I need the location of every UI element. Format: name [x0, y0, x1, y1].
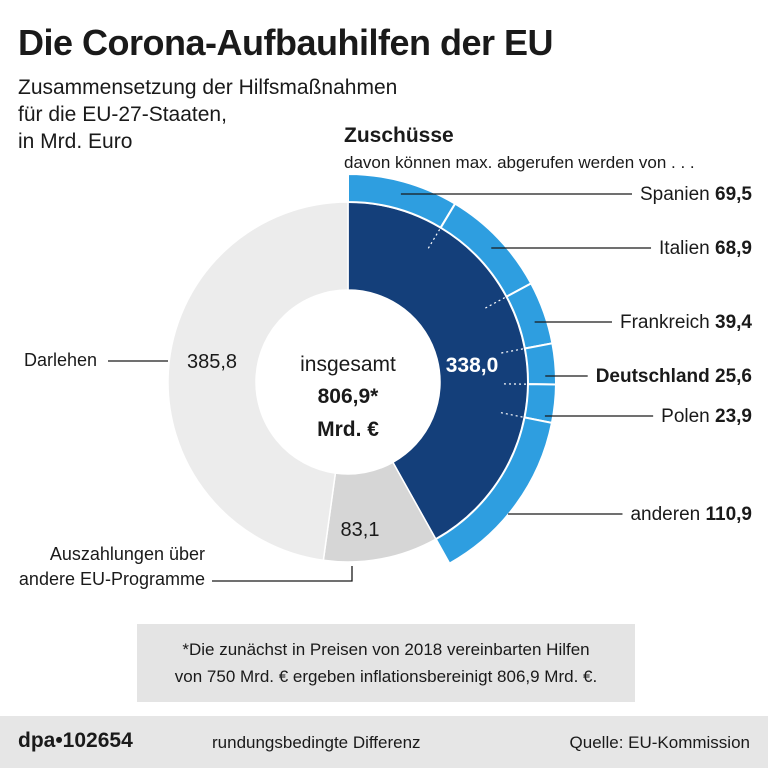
- footnote-line-2: von 750 Mrd. € ergeben inflationsbereini…: [174, 667, 598, 686]
- breakdown-divider: [498, 411, 523, 418]
- breakdown-segment-deutschland: [523, 342, 557, 386]
- value-label-loans: 385,8: [187, 351, 237, 373]
- breakdown-divider: [499, 348, 524, 354]
- category-label-other-line-2: andere EU-Programme: [19, 569, 205, 589]
- chart-title: Die Corona-Aufbauhilfen der EU: [18, 22, 554, 63]
- breakdown-label-spanien: Spanien 69,5: [640, 184, 752, 205]
- breakdown-label-anderen: anderen 110,9: [630, 504, 752, 525]
- breakdown-label-polen: Polen 23,9: [661, 406, 752, 427]
- center-label-line-1: insgesamt: [300, 353, 396, 376]
- subtitle-line-2: für die EU-27-Staaten,: [18, 103, 227, 126]
- footnote-line-1: *Die zunächst in Preisen von 2018 verein…: [182, 640, 590, 659]
- breakdown-divider: [483, 297, 506, 310]
- value-label-grants: 338,0: [446, 354, 499, 377]
- chart-subtitle: Zusammensetzung der Hilfsmaßnahmen für d…: [18, 74, 498, 155]
- breakdown-label-frankreich: Frankreich 39,4: [620, 312, 752, 333]
- category-label-other-line-1: Auszahlungen über: [50, 544, 205, 564]
- breakdown-segment-anderen: [434, 416, 554, 565]
- subtitle-line-3: in Mrd. Euro: [18, 130, 133, 153]
- category-label-loans: Darlehen: [24, 350, 97, 370]
- subtitle-line-1: Zusammensetzung der Hilfsmaßnahmen: [18, 76, 398, 99]
- footer-bar: dpa•102654 rundungsbedingte Differenz Qu…: [0, 716, 768, 768]
- breakdown-label-deutschland: Deutschland 25,6: [596, 366, 752, 387]
- breakdown-subtitle: davon können max. abgerufen werden von .…: [344, 153, 695, 172]
- breakdown-divider: [426, 229, 441, 251]
- rounding-note: rundungsbedingte Differenz: [212, 733, 421, 752]
- value-label-other-programs: 83,1: [341, 519, 380, 541]
- donut-chart: Spanien 69,5 Italien 68,9 Frankreich 39,4 D…: [19, 124, 753, 589]
- footnote-box: *Die zunächst in Preisen von 2018 verein…: [137, 624, 635, 702]
- center-label-total: 806,9*: [318, 385, 380, 408]
- source-text: Quelle: EU-Kommission: [569, 733, 750, 752]
- leader-line-other-programs: [212, 566, 353, 582]
- breakdown-title: Zuschüsse: [344, 124, 454, 147]
- center-label-unit: Mrd. €: [317, 418, 379, 441]
- breakdown-segment-polen: [523, 383, 557, 425]
- segment-loans: [167, 201, 349, 562]
- dpa-logo: dpa•102654: [18, 729, 133, 752]
- breakdown-label-italien: Italien 68,9: [659, 238, 752, 259]
